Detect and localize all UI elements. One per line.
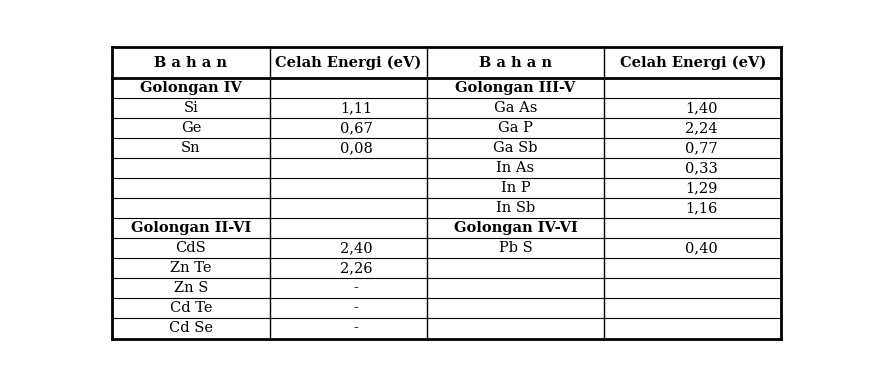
Text: Sn: Sn [181, 141, 201, 155]
Text: 2,26: 2,26 [340, 261, 372, 275]
Text: 2,24: 2,24 [685, 121, 718, 135]
Text: Ga As: Ga As [494, 101, 537, 115]
Text: Celah Energi (eV): Celah Energi (eV) [620, 55, 766, 70]
Text: B a h a n: B a h a n [154, 56, 228, 70]
Text: CdS: CdS [175, 241, 207, 255]
Text: -: - [354, 301, 358, 316]
Text: 1,16: 1,16 [685, 201, 718, 215]
Text: 0,77: 0,77 [685, 141, 718, 155]
Text: Cd Te: Cd Te [170, 301, 212, 316]
Text: 0,67: 0,67 [340, 121, 372, 135]
Text: In P: In P [501, 181, 530, 195]
Text: Golongan II-VI: Golongan II-VI [131, 221, 251, 235]
Text: Zn S: Zn S [174, 282, 208, 295]
Text: Golongan IV: Golongan IV [140, 81, 242, 95]
Text: 0,08: 0,08 [339, 141, 372, 155]
Text: -: - [354, 322, 358, 335]
Text: Ga P: Ga P [498, 121, 533, 135]
Text: 0,33: 0,33 [685, 161, 718, 175]
Text: 1,29: 1,29 [685, 181, 718, 195]
Text: Cd Se: Cd Se [169, 322, 213, 335]
Text: Golongan IV-VI: Golongan IV-VI [453, 221, 577, 235]
Text: Zn Te: Zn Te [170, 261, 212, 275]
Text: B a h a n: B a h a n [479, 56, 552, 70]
Text: 1,11: 1,11 [340, 101, 372, 115]
Text: In Sb: In Sb [496, 201, 535, 215]
Text: Si: Si [183, 101, 199, 115]
Text: Celah Energi (eV): Celah Energi (eV) [275, 55, 421, 70]
Text: Ge: Ge [181, 121, 201, 135]
Text: In As: In As [496, 161, 535, 175]
Text: -: - [354, 282, 358, 295]
Text: Ga Sb: Ga Sb [494, 141, 538, 155]
Text: Golongan III-V: Golongan III-V [455, 81, 576, 95]
Text: 0,40: 0,40 [685, 241, 718, 255]
Text: 2,40: 2,40 [340, 241, 372, 255]
Text: Pb S: Pb S [499, 241, 532, 255]
Text: 1,40: 1,40 [685, 101, 718, 115]
